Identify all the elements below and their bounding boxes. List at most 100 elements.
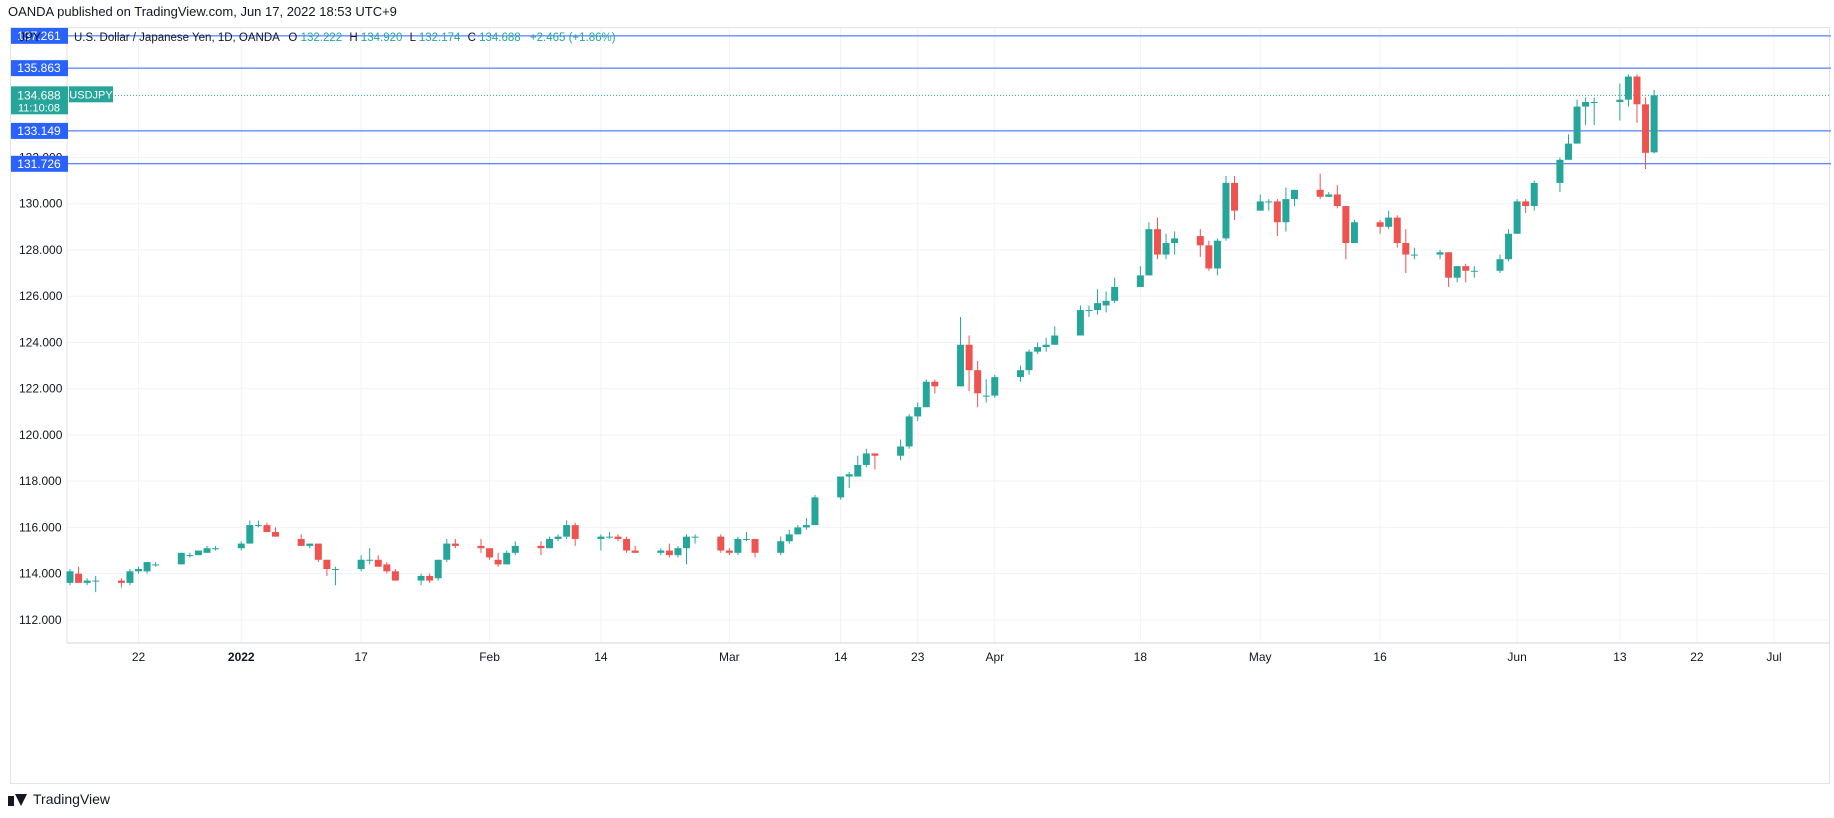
candle <box>1582 97 1590 126</box>
candle <box>1453 266 1461 283</box>
legend-h-label: H <box>349 32 357 44</box>
candle-body <box>1136 275 1144 287</box>
candle <box>1325 192 1333 197</box>
candle <box>614 534 622 542</box>
candle <box>511 541 519 556</box>
candle-body <box>246 525 254 544</box>
candle-body <box>1196 236 1204 246</box>
candle <box>665 543 673 558</box>
candle-body <box>263 525 271 533</box>
candle <box>374 555 382 567</box>
x-tick-label: May <box>1249 650 1272 664</box>
candle-body <box>734 538 742 553</box>
x-tick-label: 16 <box>1373 650 1387 664</box>
candle <box>503 550 511 565</box>
candle-body <box>1256 201 1264 211</box>
candle <box>477 538 485 553</box>
candle <box>1034 342 1042 354</box>
candle-body <box>1111 286 1119 301</box>
candle-body <box>1213 240 1221 269</box>
candle-body <box>991 377 999 396</box>
candle <box>605 532 613 539</box>
candle-body <box>391 571 399 581</box>
candle-body <box>1564 143 1572 160</box>
candle-body <box>194 550 202 556</box>
tradingview-footer[interactable]: TradingView <box>8 791 110 807</box>
y-tick-label: 128.000 <box>19 243 63 257</box>
candle-body <box>1513 201 1521 234</box>
grid <box>67 28 1829 643</box>
legend-change: +2.465 (+1.86%) <box>530 32 616 44</box>
candle <box>871 453 879 470</box>
candle-body <box>1325 194 1333 197</box>
y-tick-label: 116.000 <box>19 520 62 534</box>
level-price-label: 133.149 <box>17 124 61 138</box>
candle <box>683 534 691 565</box>
candle-body <box>597 536 605 539</box>
y-tick-label: 118.000 <box>19 474 62 488</box>
candle <box>1042 337 1050 352</box>
candle <box>306 543 314 549</box>
candle <box>1496 254 1504 274</box>
candle-body <box>494 559 502 565</box>
candle <box>1573 99 1581 144</box>
candle-body <box>434 559 442 579</box>
candle <box>1290 189 1298 207</box>
candle-body <box>126 571 134 583</box>
candle <box>1273 199 1281 237</box>
candle <box>1085 305 1093 318</box>
x-tick-label: Feb <box>479 650 500 664</box>
candle <box>854 455 862 477</box>
candle-body <box>314 543 322 560</box>
candle <box>1145 222 1153 276</box>
candle <box>1530 180 1538 211</box>
candle <box>1136 266 1144 287</box>
candle <box>494 552 502 567</box>
candle <box>1111 277 1119 304</box>
candle-body <box>837 476 845 498</box>
x-tick-label: 17 <box>354 650 368 664</box>
candle-body <box>1522 201 1530 207</box>
candlestick-chart[interactable]: 112.000 114.000 116.000 118.000 120.000 122.0… <box>11 28 1831 785</box>
y-tick-label: 112.000 <box>19 613 62 627</box>
candle <box>1016 365 1024 382</box>
candle-body <box>383 564 391 572</box>
candle-body <box>477 545 485 549</box>
level-price-label: 131.726 <box>17 157 61 171</box>
candle-body <box>297 538 305 546</box>
candle-body <box>486 548 494 558</box>
x-tick-label: 22 <box>132 650 146 664</box>
candle-body <box>1436 252 1444 255</box>
candle <box>1350 219 1358 244</box>
legend-c-label: C <box>468 32 476 44</box>
candle <box>1153 217 1161 260</box>
candle-body <box>426 575 434 581</box>
candle <box>1470 266 1478 278</box>
candle <box>152 562 160 567</box>
candle <box>1256 194 1264 211</box>
y-tick-label: 114.000 <box>19 567 62 581</box>
candle-body <box>1650 95 1658 153</box>
x-tick-label: 22 <box>1690 650 1704 664</box>
candle <box>1342 206 1350 260</box>
candle-body <box>66 571 74 583</box>
candle-body <box>965 344 973 371</box>
candle <box>777 536 785 556</box>
candle-body <box>1316 189 1324 197</box>
candle-body <box>957 344 965 387</box>
candle <box>434 559 442 581</box>
candle-body <box>1376 222 1384 227</box>
candle <box>597 534 605 551</box>
chart-frame[interactable]: 112.000 114.000 116.000 118.000 120.000 122.0… <box>10 27 1831 785</box>
candle <box>845 471 853 489</box>
candle <box>554 534 562 542</box>
candle-body <box>845 474 853 477</box>
candle <box>126 569 134 586</box>
level-price-tag <box>11 60 68 77</box>
candle-body <box>1016 370 1024 378</box>
candle-body <box>1530 182 1538 207</box>
candle <box>657 548 665 556</box>
candle-body <box>1624 76 1632 100</box>
candle-body <box>443 543 451 560</box>
x-tick-label: 23 <box>911 650 925 664</box>
